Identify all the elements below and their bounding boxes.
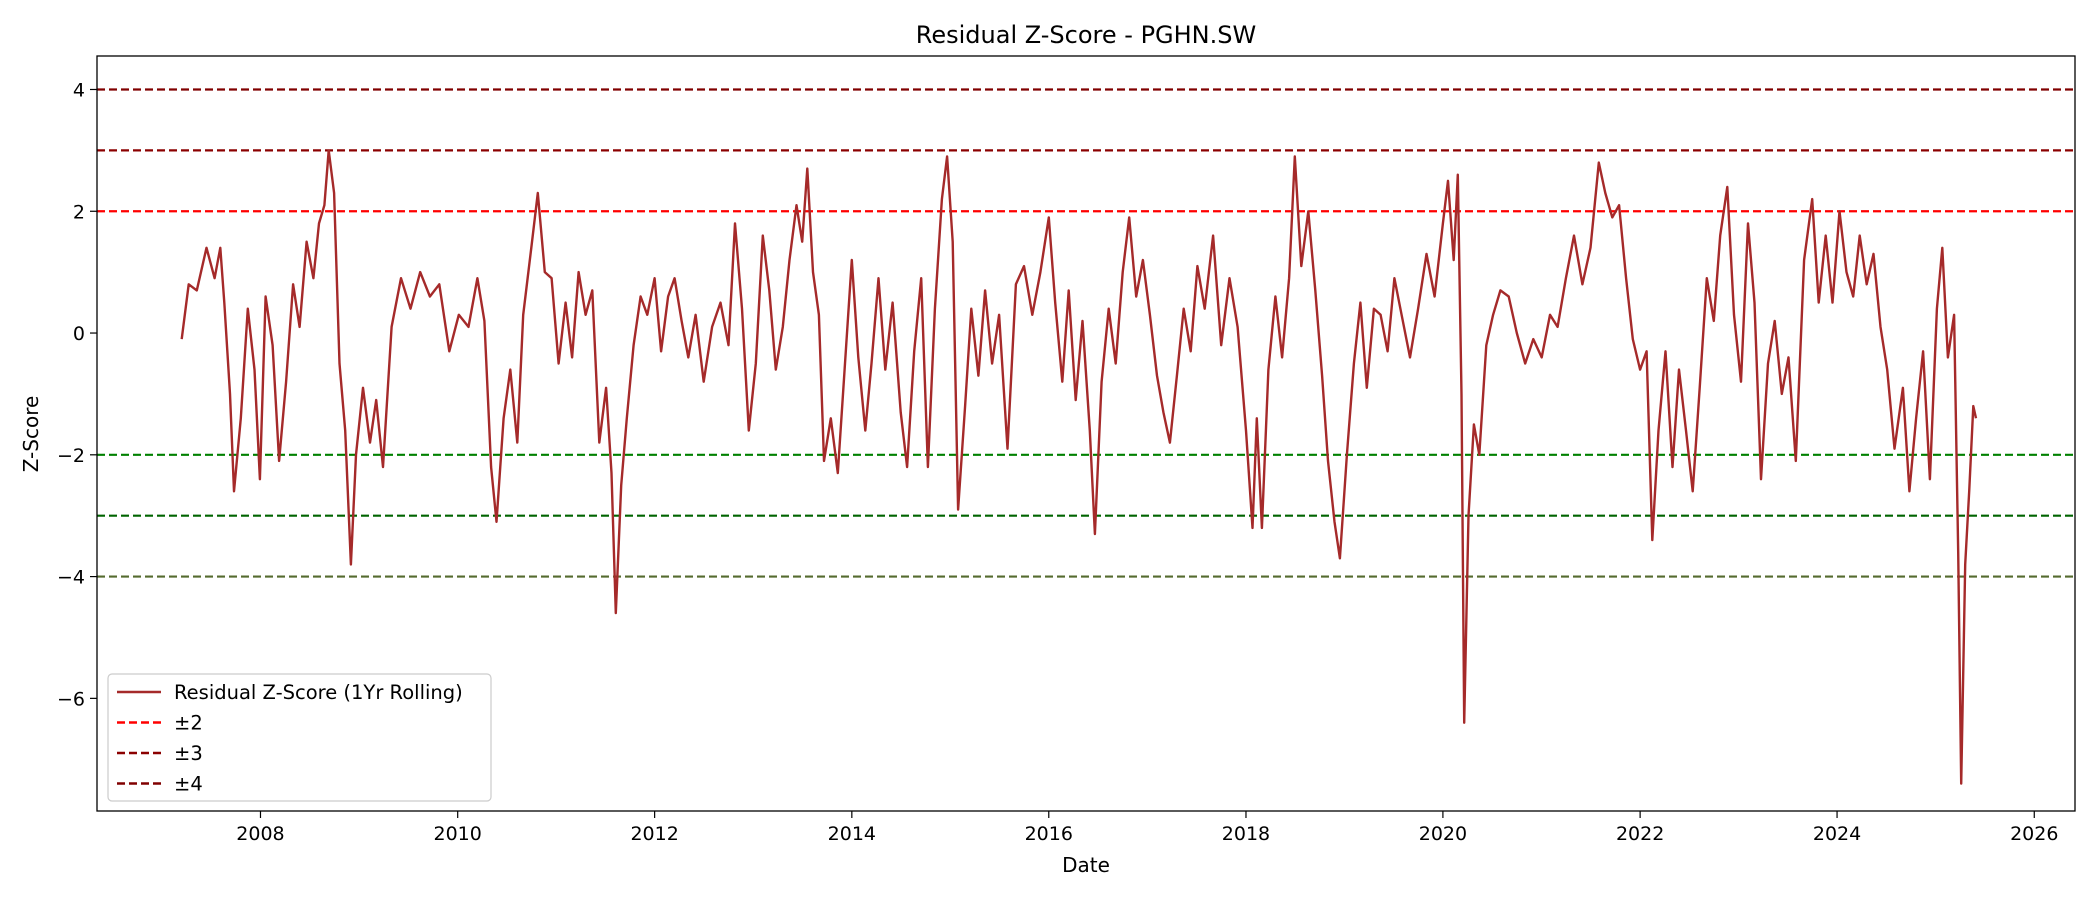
y-axis-label: Z-Score: [19, 396, 43, 473]
x-tick-label: 2024: [1813, 823, 1861, 845]
legend-label: Residual Z-Score (1Yr Rolling): [174, 681, 463, 704]
legend-label: ±2: [174, 712, 203, 735]
x-tick-label: 2012: [630, 823, 678, 845]
x-tick-label: 2022: [1616, 823, 1664, 845]
x-tick-label: 2018: [1222, 823, 1270, 845]
legend-box: [107, 673, 492, 802]
x-tick-label: 2008: [236, 823, 284, 845]
y-tick-label: 0: [73, 323, 85, 345]
x-tick-label: 2014: [828, 823, 876, 845]
x-tick-label: 2026: [2010, 823, 2058, 845]
threshold-lines: [97, 88, 2075, 578]
plot-area: [96, 55, 2076, 812]
legend-label: ±4: [174, 773, 203, 796]
y-axis: 4 2 0 −2 −4 −6: [57, 79, 97, 710]
plot-frame: [96, 55, 2076, 812]
zscore-series-line: [180, 149, 1978, 785]
x-tick-label: 2020: [1419, 823, 1467, 845]
y-tick-label: 2: [73, 201, 85, 223]
chart-title: Residual Z-Score - PGHN.SW: [916, 21, 1256, 49]
y-tick-label: −4: [57, 567, 85, 589]
legend-label: ±3: [174, 742, 203, 765]
legend: Residual Z-Score (1Yr Rolling) ±2 ±3 ±4: [107, 673, 492, 802]
y-tick-label: −6: [57, 688, 85, 710]
x-axis: 2008 2010 2012 2014 2016 2018 2020 2022 2024 2026: [236, 811, 2058, 845]
series-layer: [180, 149, 1978, 785]
y-tick-label: −2: [57, 445, 85, 467]
x-axis-label: Date: [1062, 853, 1110, 877]
y-tick-label: 4: [73, 79, 85, 101]
x-tick-label: 2016: [1025, 823, 1073, 845]
x-tick-label: 2010: [434, 823, 482, 845]
